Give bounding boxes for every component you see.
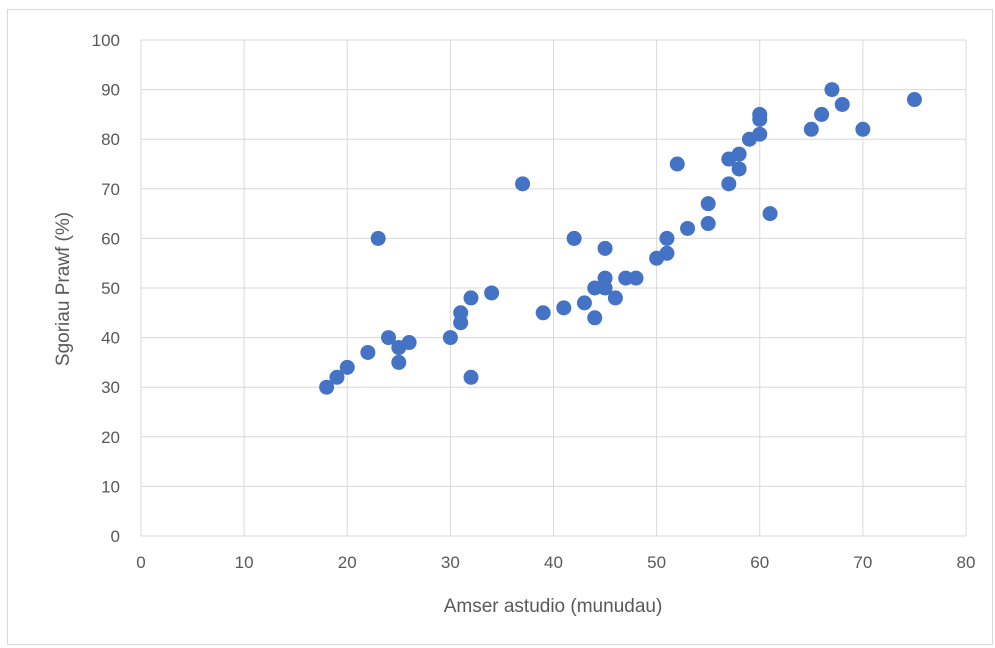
- data-point: [628, 270, 644, 286]
- data-point: [381, 330, 396, 346]
- data-point: [453, 315, 469, 331]
- y-tick-label: 60: [101, 229, 120, 248]
- data-point: [597, 280, 613, 296]
- data-point: [576, 295, 592, 311]
- x-tick-label: 30: [441, 553, 460, 572]
- data-point: [484, 285, 500, 301]
- y-axis-title: Sgoriau Prawf (%): [53, 212, 74, 366]
- x-tick-label: 50: [647, 553, 666, 572]
- data-point: [607, 290, 623, 306]
- data-point: [659, 245, 675, 261]
- data-point: [391, 354, 407, 370]
- data-point: [370, 230, 386, 246]
- y-tick-label: 0: [111, 527, 120, 546]
- data-point: [700, 216, 716, 232]
- gridlines: [140, 39, 967, 537]
- y-tick-label: 50: [101, 279, 120, 298]
- data-point: [762, 206, 778, 222]
- data-point: [906, 92, 922, 108]
- x-axis-ticks: 0 10 20 30 40 50 60 70 80: [136, 553, 975, 572]
- y-axis-ticks: 0 10 20 30 40 50 60 70 80 90 100: [92, 31, 120, 546]
- x-tick-label: 20: [338, 553, 357, 572]
- data-point: [824, 82, 840, 98]
- x-tick-label: 60: [750, 553, 769, 572]
- data-point: [566, 230, 582, 246]
- data-point: [618, 270, 634, 286]
- y-tick-label: 40: [101, 329, 120, 348]
- y-tick-label: 10: [101, 477, 120, 496]
- data-point: [442, 330, 458, 346]
- y-tick-label: 70: [101, 180, 120, 199]
- y-tick-label: 100: [92, 31, 120, 50]
- y-tick-label: 20: [101, 428, 120, 447]
- data-point: [752, 111, 768, 127]
- data-points: [319, 82, 922, 395]
- data-point: [731, 146, 747, 162]
- data-point: [855, 121, 871, 137]
- x-tick-label: 0: [136, 553, 145, 572]
- data-point: [814, 106, 830, 122]
- x-tick-label: 10: [235, 553, 254, 572]
- data-point: [463, 369, 479, 385]
- x-tick-label: 80: [957, 553, 976, 572]
- data-point: [587, 310, 603, 326]
- data-point: [752, 126, 768, 142]
- data-point: [339, 359, 355, 375]
- data-point: [587, 280, 603, 296]
- x-tick-label: 40: [544, 553, 563, 572]
- data-point: [515, 176, 531, 192]
- data-point: [680, 220, 696, 236]
- y-tick-label: 30: [101, 378, 120, 397]
- data-point: [700, 196, 716, 212]
- data-point: [556, 300, 572, 316]
- data-point: [721, 176, 737, 192]
- data-point: [803, 121, 819, 137]
- data-point: [659, 230, 675, 246]
- data-point: [329, 369, 345, 385]
- data-point: [319, 379, 335, 395]
- data-point: [597, 240, 613, 256]
- y-tick-label: 90: [101, 81, 120, 100]
- data-point: [731, 161, 747, 177]
- data-point: [834, 96, 850, 112]
- y-tick-label: 80: [101, 130, 120, 149]
- data-point: [401, 335, 417, 351]
- data-point: [360, 344, 376, 360]
- data-point: [463, 290, 479, 306]
- data-point: [535, 305, 551, 321]
- x-tick-label: 70: [853, 553, 872, 572]
- x-axis-title: Amser astudio (munudau): [444, 596, 663, 617]
- data-point: [669, 156, 685, 172]
